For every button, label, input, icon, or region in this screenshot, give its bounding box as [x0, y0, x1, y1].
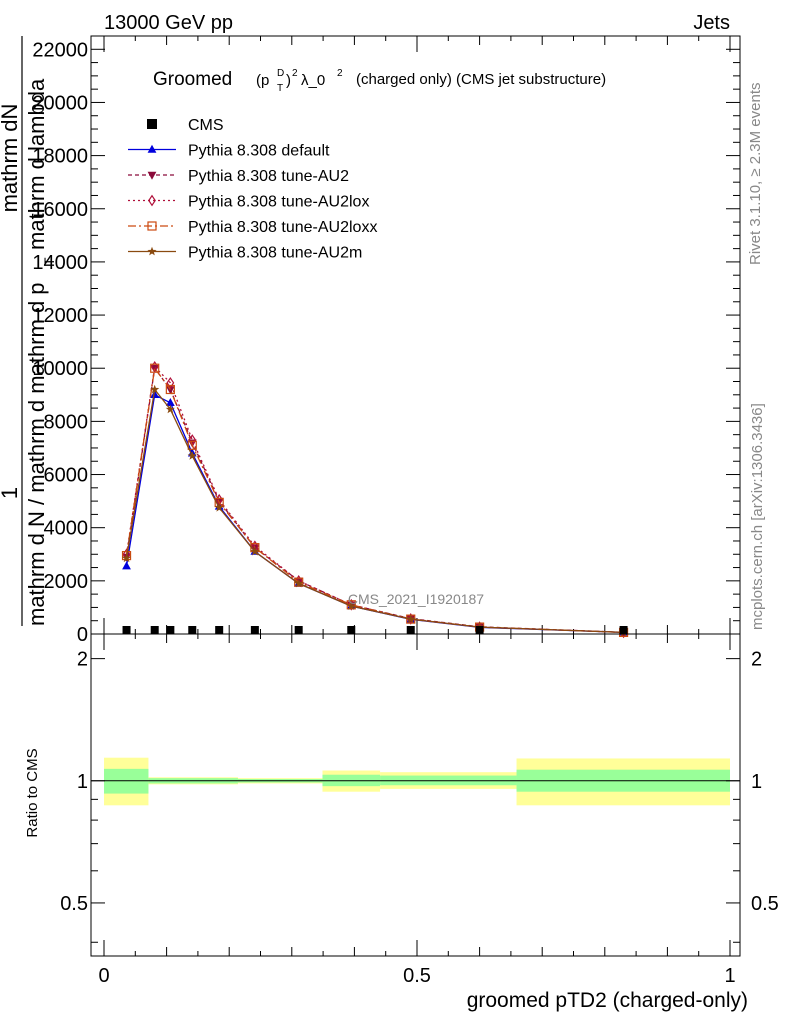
legend-label: CMS	[188, 117, 224, 134]
header-jets-label: Jets	[693, 12, 730, 34]
x-tick-label: 0.5	[403, 965, 431, 987]
series-point	[122, 553, 132, 563]
series-point	[294, 578, 304, 588]
legend-label: Pythia 8.308 tune-AU2loxx	[188, 219, 377, 236]
y-tick-label: 0	[77, 624, 88, 646]
ratio-y-axis: 0.5 0.5 1 1 2 2	[60, 649, 779, 943]
cms-data-point	[150, 626, 159, 634]
plot-title-sq2: 2	[337, 68, 343, 79]
y-tick-label: 20000	[32, 92, 88, 114]
cms-data-point	[250, 626, 259, 634]
ratio-bands	[104, 757, 730, 806]
legend-marker	[147, 171, 157, 180]
cms-data-point	[619, 626, 628, 634]
cms-data-point	[166, 626, 175, 634]
cms-data-point	[215, 626, 224, 634]
plot-title-p: (p	[256, 72, 269, 89]
plot-title-sup: D	[277, 68, 284, 79]
cms-data-point	[122, 626, 131, 634]
ratio-y-tick-label: 1	[77, 771, 88, 793]
y-tick-label: 10000	[32, 358, 88, 380]
legend-marker	[147, 246, 157, 256]
main-y-axis: 0 2000 4000 6000 8000 10000 12000 14000 16000 180…	[32, 39, 740, 646]
y-label-tail: mathrm d lambda	[24, 78, 49, 250]
legend-marker	[147, 221, 157, 231]
plot-title-sub: T	[277, 83, 283, 94]
main-plot: 0 2000 4000 6000 8000 10000 12000 14000 16000 180…	[32, 35, 741, 646]
cms-data-point	[294, 626, 303, 634]
y-tick-label: 18000	[32, 146, 88, 168]
legend-marker	[148, 194, 156, 207]
series-point	[214, 503, 224, 512]
rivet-version-label: Rivet 3.1.10, ≥ 2.3M events	[747, 83, 764, 266]
ratio-plot: 0.5 0.51 12 2 0 0.5 1 Ratio to CMS	[24, 633, 779, 987]
main-y-axis-label: 1 mathrm dN mathrm d N / mathrm d mathrm…	[0, 36, 57, 626]
x-axis-label: groomed pTD2 (charged-only)	[467, 989, 748, 1012]
plot-title: Groomed (p D T ) 2 λ_0 2 (charged only) …	[153, 68, 606, 94]
legend-marker	[147, 119, 157, 129]
y-tick-label: 12000	[32, 305, 88, 327]
series-point	[187, 451, 197, 460]
y-tick-label: 14000	[32, 252, 88, 274]
series-point	[150, 363, 160, 373]
series-point	[346, 601, 356, 610]
y-tick-label: 22000	[32, 39, 88, 61]
main-series-layer	[121, 361, 629, 639]
cms-data-point	[347, 626, 356, 634]
series-point	[250, 546, 260, 556]
y-tick-label: 4000	[44, 518, 89, 540]
y-label-one: 1	[0, 487, 22, 499]
ratio-y-tick-label-right: 2	[751, 649, 762, 671]
ratio-y-axis-label: Ratio to CMS	[24, 748, 41, 837]
series-point	[187, 440, 197, 450]
cms-data-point	[475, 626, 484, 634]
series-point	[166, 376, 175, 389]
ratio-plot-frame	[90, 633, 741, 957]
plot-title-lambda: λ_0	[301, 72, 325, 89]
analysis-watermark: CMS_2021_I1920187	[348, 591, 484, 607]
y-label-numerator: mathrm dN	[0, 104, 22, 213]
series-point	[165, 386, 175, 395]
plot-title-close: )	[286, 72, 291, 89]
y-tick-label: 2000	[44, 571, 89, 593]
legend-label: Pythia 8.308 tune-AU2lox	[188, 194, 369, 211]
ratio-x-axis: 0 0.5 1	[98, 634, 736, 987]
series-point	[406, 614, 416, 623]
ratio-y-tick-label-right: 0.5	[751, 893, 779, 915]
plot-title-sq: 2	[292, 68, 298, 79]
legend-label: Pythia 8.308 tune-AU2	[188, 168, 349, 185]
y-tick-label: 16000	[32, 199, 88, 221]
legend-marker	[147, 144, 157, 153]
series-point	[150, 384, 160, 394]
ratio-y-tick-label: 2	[77, 649, 88, 671]
header-energy-label: 13000 GeV pp	[104, 12, 233, 34]
x-tick-label: 0	[98, 965, 109, 987]
main-x-axis-ticks	[103, 36, 731, 634]
series-point	[165, 384, 175, 395]
plot-title-rest: (charged only) (CMS jet substructure)	[356, 71, 606, 88]
ratio-y-tick-label: 0.5	[60, 893, 88, 915]
y-tick-label: 8000	[44, 411, 89, 433]
legend-label: Pythia 8.308 tune-AU2m	[188, 245, 362, 262]
ratio-y-tick-label-right: 1	[751, 771, 762, 793]
cms-data-point	[406, 626, 415, 634]
series-point	[165, 404, 175, 414]
plot-title-prefix: Groomed	[153, 69, 232, 90]
y-label-sub-t: T	[41, 257, 57, 266]
mcplots-label: mcplots.cern.ch [arXiv:1306.3436]	[749, 403, 766, 630]
cms-data-point	[188, 626, 197, 634]
legend-label: Pythia 8.308 default	[188, 143, 330, 160]
y-label-denominator: mathrm d N / mathrm d mathrm d p	[24, 282, 49, 626]
x-tick-label: 1	[724, 965, 735, 987]
y-tick-label: 6000	[44, 465, 89, 487]
series-point	[165, 397, 175, 406]
legend: CMS Pythia 8.308 default Pythia 8.308 tune…	[128, 117, 377, 262]
series-point	[122, 561, 131, 570]
series-point	[150, 390, 160, 398]
